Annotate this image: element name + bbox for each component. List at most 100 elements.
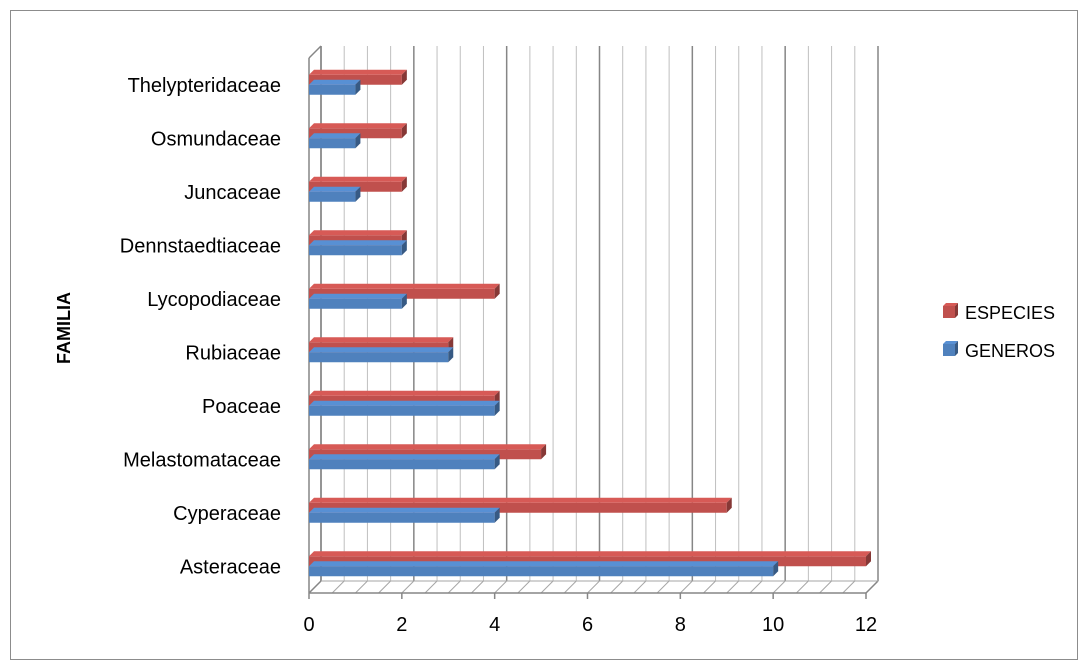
y-tick-label: Thelypteridaceae <box>128 75 281 97</box>
bar-generos-side <box>355 186 361 202</box>
y-axis-title: FAMILIA <box>54 292 74 364</box>
bar-generos-front <box>309 566 774 577</box>
floor-gridline <box>494 580 508 594</box>
bar-generos-front <box>309 245 402 256</box>
floor-gridline <box>355 580 368 594</box>
bar-generos <box>309 186 361 202</box>
legend-swatch-generos <box>943 344 955 356</box>
bar-generos-front <box>309 84 356 95</box>
floor-gridline <box>471 580 484 594</box>
floor-gridline <box>819 580 832 594</box>
floor-gridline <box>587 580 600 594</box>
y-tick-label: Juncaceae <box>184 182 281 204</box>
legend-swatch-side <box>955 303 958 318</box>
x-tick-label: 8 <box>675 614 686 636</box>
legend-label-generos: GENEROS <box>965 341 1055 361</box>
bar-generos-side <box>401 293 407 309</box>
bar-especies-top <box>309 176 407 182</box>
floor-gridline <box>447 580 461 594</box>
floor-gridline <box>563 580 577 594</box>
floor-right-edge <box>865 580 879 594</box>
floor-gridline <box>424 580 438 594</box>
floor-gridline <box>540 580 554 594</box>
bar-generos-side <box>355 79 361 95</box>
bar-especies-top <box>309 390 500 396</box>
x-tick-label: 6 <box>582 614 593 636</box>
bar-generos <box>309 454 500 470</box>
floor-gridline <box>842 580 856 594</box>
floor-gridline <box>749 580 763 594</box>
bar-generos-front <box>309 459 495 470</box>
bar-especies-side <box>726 497 732 513</box>
floor-gridline <box>656 580 670 594</box>
bars <box>309 69 871 577</box>
bar-especies-top <box>309 69 407 75</box>
bar-generos-top <box>309 79 361 85</box>
tick-labels: Asteraceae Cyperaceae Melastomataceae Poace… <box>120 75 877 636</box>
bar-especies-top <box>309 283 500 289</box>
bar-generos-front <box>309 405 495 416</box>
bar-especies-side <box>494 283 500 299</box>
bar-especies-side <box>541 444 547 460</box>
floor-gridline <box>679 580 693 594</box>
bar-especies-top <box>309 337 454 343</box>
bar-generos-top <box>309 293 407 299</box>
floor-gridline <box>633 580 647 594</box>
floor-gridline <box>796 580 809 594</box>
legend-swatch-top <box>943 341 958 344</box>
bar-generos-front <box>309 352 449 363</box>
bar-generos-side <box>494 507 500 523</box>
floor-gridline <box>401 580 415 594</box>
bar-especies-side <box>401 69 407 85</box>
bar-especies-top <box>309 444 547 450</box>
bar-especies-side <box>866 551 871 567</box>
y-tick-label: Cyperaceae <box>173 503 281 525</box>
bar-generos <box>309 507 500 523</box>
bar-generos <box>309 400 500 416</box>
bar-generos-front <box>309 191 356 202</box>
legend-swatch-especies <box>943 306 955 318</box>
floor-gridline <box>610 580 624 594</box>
bar-generos <box>309 293 407 309</box>
x-tick-label: 10 <box>762 614 784 636</box>
bar-generos-side <box>355 133 361 149</box>
bar-generos-top <box>309 347 454 353</box>
floor-gridline <box>517 580 531 594</box>
bar-especies-side <box>401 123 407 139</box>
floor-gridline <box>772 580 786 594</box>
legend: ESPECIES GENEROS <box>943 303 1055 361</box>
x-tick-label: 2 <box>396 614 407 636</box>
bar-generos-top <box>309 454 500 460</box>
bar-generos-front <box>309 298 402 309</box>
y-tick-label: Rubiaceae <box>185 342 281 364</box>
bar-generos-side <box>494 454 500 470</box>
bar-generos-side <box>494 400 500 416</box>
y-tick-label: Melastomataceae <box>123 449 281 471</box>
bar-generos <box>309 133 361 149</box>
floor-gridline <box>331 580 345 594</box>
legend-label-especies: ESPECIES <box>965 303 1055 323</box>
bar-especies-top <box>309 123 407 129</box>
bar-generos-top <box>309 240 407 246</box>
bar-generos-top <box>309 400 500 406</box>
top-depth-edge <box>308 45 322 59</box>
floor-gridline <box>726 580 740 594</box>
bar-generos-top <box>309 507 500 513</box>
y-tick-label: Dennstaedtiaceae <box>120 235 281 257</box>
legend-swatch-top <box>943 303 958 306</box>
bar-generos-top <box>309 186 361 192</box>
y-tick-label: Lycopodiaceae <box>147 289 281 311</box>
bar-especies-side <box>401 176 407 192</box>
bar-generos-top <box>309 133 361 139</box>
bar-generos <box>309 240 407 256</box>
bar-especies <box>309 497 732 513</box>
bar-generos-front <box>309 138 356 149</box>
bar-generos-side <box>448 347 454 363</box>
bar-generos-top <box>309 561 779 567</box>
bar-especies-top <box>309 497 732 503</box>
floor-gridline <box>703 580 716 594</box>
bar-generos-side <box>773 561 779 577</box>
y-tick-label: Osmundaceae <box>151 128 281 150</box>
bar-generos <box>309 347 454 363</box>
